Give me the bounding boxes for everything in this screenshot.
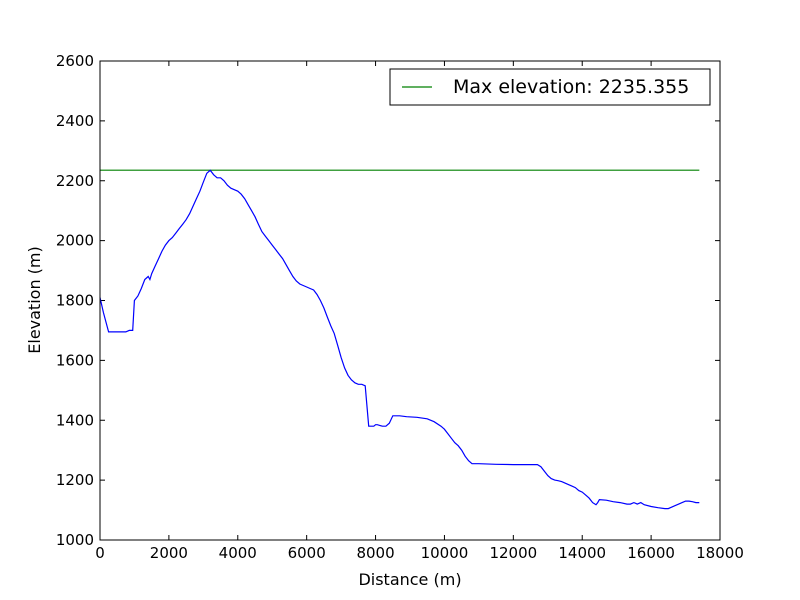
x-tick-label: 10000: [421, 544, 469, 562]
legend-label: Max elevation: 2235.355: [453, 76, 689, 98]
y-tick-label: 2600: [56, 52, 94, 70]
elevation-series-line: [99, 169, 700, 510]
x-tick-label: 0: [95, 544, 105, 562]
y-tick-label: 2400: [56, 112, 94, 130]
x-tick-label: 18000: [696, 544, 744, 562]
x-tick-label: 12000: [489, 544, 537, 562]
y-tick-label: 1000: [56, 531, 94, 549]
y-tick-label: 1200: [56, 471, 94, 489]
x-tick-label: 8000: [356, 544, 394, 562]
x-tick-label: 4000: [219, 544, 257, 562]
x-tick-label: 6000: [288, 544, 326, 562]
x-tick-label: 2000: [150, 544, 188, 562]
x-tick-label: 14000: [558, 544, 606, 562]
legend: Max elevation: 2235.355: [389, 68, 711, 106]
legend-box: [389, 68, 711, 106]
y-tick-label: 1400: [56, 411, 94, 429]
x-axis-label: Distance (m): [358, 570, 461, 589]
tick-label-group: 0 2000 4000 6000 8000 10000 12000 14000 16000 180…: [56, 52, 744, 562]
y-axis-label: Elevation (m): [25, 246, 44, 353]
y-tick-label: 1600: [56, 351, 94, 369]
y-tick-label: 1800: [56, 292, 94, 310]
y-tick-label: 2000: [56, 232, 94, 250]
y-tick-label: 2200: [56, 172, 94, 190]
plot-frame: [99, 60, 721, 541]
plot-area: [100, 61, 720, 540]
x-tick-label: 16000: [627, 544, 675, 562]
